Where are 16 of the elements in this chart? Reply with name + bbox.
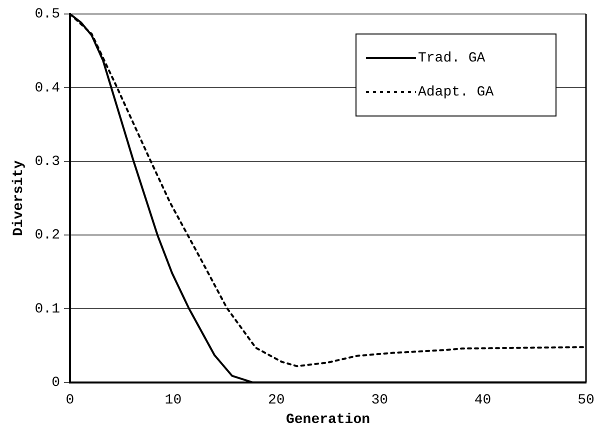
x-tick-label: 0 (66, 392, 74, 409)
y-axis-title: Diversity (10, 160, 27, 236)
legend-label: Trad. GA (418, 50, 486, 67)
x-tick-label: 20 (268, 392, 285, 409)
x-tick-label: 30 (371, 392, 388, 409)
y-tick-label: 0 (52, 375, 60, 392)
legend-label: Adapt. GA (418, 84, 494, 101)
y-tick-label: 0.2 (34, 228, 60, 244)
x-tick-label: 10 (164, 392, 182, 409)
y-tick-label: 0.5 (34, 6, 60, 23)
y-tick-label: 0.1 (34, 301, 60, 318)
x-axis-title: Generation (286, 412, 370, 428)
x-tick-label: 50 (578, 392, 594, 409)
y-tick-label: 0.4 (34, 80, 60, 96)
x-tick-label: 40 (474, 392, 492, 409)
y-tick-label: 0.3 (34, 154, 60, 170)
